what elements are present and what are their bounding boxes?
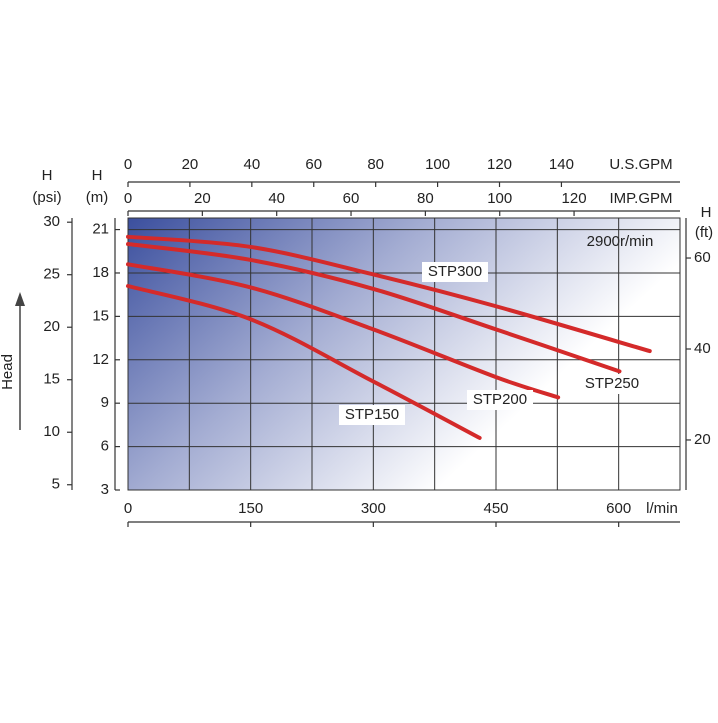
top-tick-label: 120: [487, 156, 512, 173]
x-tick-label: 0: [124, 500, 132, 517]
psi-axis-title: (psi): [32, 189, 61, 206]
top-tick-label: 40: [268, 190, 285, 207]
ft-tick-label: 40: [694, 340, 711, 357]
ft-axis-title: H: [701, 204, 712, 221]
y-tick-label: 9: [101, 394, 109, 411]
top-tick-label: 80: [367, 156, 384, 173]
ft-tick-label: 20: [694, 431, 711, 448]
ft-tick-label: 60: [694, 249, 711, 266]
head-label: Head: [0, 354, 16, 390]
ft-axis-title: (ft): [695, 224, 713, 241]
pump-curve: [126, 284, 482, 440]
top-tick-label: 100: [487, 190, 512, 207]
x-tick-label: 600: [606, 500, 631, 517]
psi-tick-label: 5: [52, 476, 60, 493]
y-tick-label: 18: [92, 264, 109, 281]
top-tick-label: 60: [305, 156, 322, 173]
top-tick-label: 0: [124, 190, 132, 207]
top-tick-label: 0: [124, 156, 132, 173]
psi-axis-title: H: [42, 167, 53, 184]
top-tick-label: 20: [182, 156, 199, 173]
y-axis-title: H: [92, 167, 103, 184]
curve-label: STP200: [473, 391, 527, 408]
y-axis-title: (m): [86, 189, 109, 206]
curve-label: STP150: [345, 406, 399, 423]
x-tick-label: 150: [238, 500, 263, 517]
curve-label-bg: [467, 390, 533, 410]
x-tick-label: 300: [361, 500, 386, 517]
psi-tick-label: 30: [43, 213, 60, 230]
pump-curve: [126, 234, 652, 354]
top-tick-label: 80: [417, 190, 434, 207]
x-tick-label: 450: [483, 500, 508, 517]
top-tick-label: 20: [194, 190, 211, 207]
top-axis-title: U.S.GPM: [609, 156, 672, 173]
top-tick-label: 100: [425, 156, 450, 173]
y-tick-label: 6: [101, 438, 109, 455]
y-tick-label: 12: [92, 351, 109, 368]
top-tick-label: 140: [549, 156, 574, 173]
plot-border: [127, 217, 681, 491]
pump-curve: [126, 262, 561, 400]
psi-tick-label: 25: [43, 266, 60, 283]
psi-tick-label: 20: [43, 318, 60, 335]
top-tick-label: 40: [243, 156, 260, 173]
x-axis-title: l/min: [646, 500, 678, 517]
top-axis-title: IMP.GPM: [609, 190, 672, 207]
y-tick-label: 15: [92, 307, 109, 324]
curve-label: STP250: [585, 375, 639, 392]
curve-label: STP300: [428, 263, 482, 280]
y-tick-label: 3: [101, 481, 109, 498]
top-tick-label: 120: [562, 190, 587, 207]
psi-tick-label: 15: [43, 371, 60, 388]
top-tick-label: 60: [343, 190, 360, 207]
curve-label-bg: [422, 262, 488, 282]
curve-label-bg: [579, 374, 645, 394]
speed-annotation: 2900r/min: [587, 233, 654, 250]
y-tick-label: 21: [92, 221, 109, 238]
plot-background: [128, 218, 680, 490]
psi-tick-label: 10: [43, 423, 60, 440]
pump-curve: [126, 242, 622, 374]
curve-label-bg: [339, 405, 405, 425]
head-arrowhead: [15, 292, 25, 306]
